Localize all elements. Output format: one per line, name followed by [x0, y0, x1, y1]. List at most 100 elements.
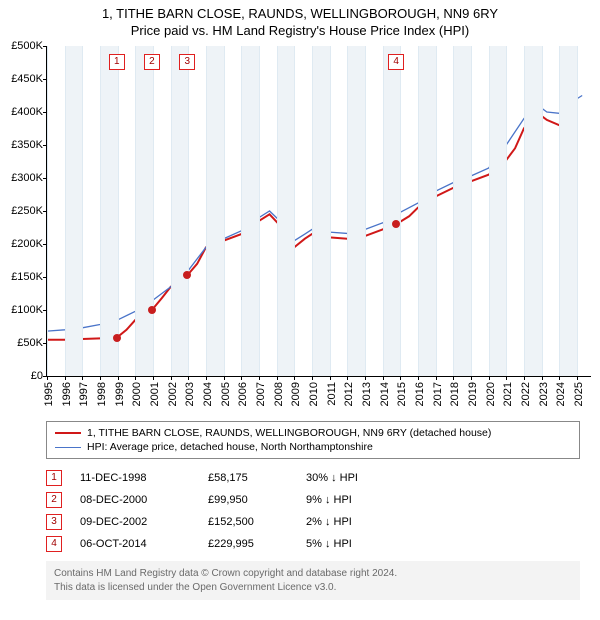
x-label: 2012	[343, 382, 355, 406]
x-tick	[330, 376, 331, 380]
legend: 1, TITHE BARN CLOSE, RAUNDS, WELLINGBORO…	[46, 421, 580, 459]
x-gridline	[153, 46, 154, 376]
x-tick	[436, 376, 437, 380]
x-label: 2024	[555, 382, 567, 406]
x-tick	[365, 376, 366, 380]
x-tick	[577, 376, 578, 380]
y-tick	[43, 310, 47, 311]
plot-area: 1995199619971998199920002001200220032004…	[46, 46, 591, 377]
x-tick	[418, 376, 419, 380]
sale-price: £99,950	[208, 494, 288, 506]
sale-row: 208-DEC-2000£99,9509% ↓ HPI	[46, 489, 580, 511]
x-tick	[277, 376, 278, 380]
year-band	[135, 46, 153, 376]
x-gridline	[100, 46, 101, 376]
y-tick	[43, 343, 47, 344]
x-label: 1999	[114, 382, 126, 406]
legend-label: HPI: Average price, detached house, Nort…	[87, 441, 373, 453]
footnote-line: Contains HM Land Registry data © Crown c…	[54, 567, 572, 581]
sale-marker: 3	[179, 54, 195, 70]
x-gridline	[224, 46, 225, 376]
y-label: £500K	[11, 40, 43, 52]
x-tick	[524, 376, 525, 380]
year-band	[312, 46, 330, 376]
x-gridline	[524, 46, 525, 376]
y-label: £50K	[17, 337, 43, 349]
x-tick	[153, 376, 154, 380]
sale-marker: 1	[109, 54, 125, 70]
x-label: 2023	[538, 382, 550, 406]
sale-point	[148, 306, 156, 314]
y-tick	[43, 112, 47, 113]
x-label: 1998	[96, 382, 108, 406]
sale-row: 309-DEC-2002£152,5002% ↓ HPI	[46, 511, 580, 533]
x-label: 2020	[485, 382, 497, 406]
sale-row: 111-DEC-1998£58,17530% ↓ HPI	[46, 467, 580, 489]
sale-price: £152,500	[208, 516, 288, 528]
legend-item-price-paid: 1, TITHE BARN CLOSE, RAUNDS, WELLINGBORO…	[55, 426, 571, 440]
sale-date: 08-DEC-2000	[80, 494, 190, 506]
x-tick	[171, 376, 172, 380]
sale-diff: 9% ↓ HPI	[306, 494, 580, 506]
sales-table: 111-DEC-1998£58,17530% ↓ HPI208-DEC-2000…	[46, 467, 580, 555]
x-label: 2007	[255, 382, 267, 406]
x-label: 2010	[308, 382, 320, 406]
y-label: £200K	[11, 238, 43, 250]
legend-item-hpi: HPI: Average price, detached house, Nort…	[55, 440, 571, 454]
y-label: £250K	[11, 205, 43, 217]
x-label: 2019	[467, 382, 479, 406]
x-tick	[206, 376, 207, 380]
x-label: 2011	[326, 382, 338, 406]
x-tick	[294, 376, 295, 380]
x-tick	[453, 376, 454, 380]
chart-area: 1995199619971998199920002001200220032004…	[46, 46, 590, 377]
x-gridline	[400, 46, 401, 376]
x-label: 1997	[78, 382, 90, 406]
x-tick	[383, 376, 384, 380]
x-gridline	[365, 46, 366, 376]
y-tick	[43, 46, 47, 47]
x-label: 2015	[396, 382, 408, 406]
x-gridline	[542, 46, 543, 376]
x-gridline	[294, 46, 295, 376]
y-label: £350K	[11, 139, 43, 151]
x-label: 2005	[220, 382, 232, 406]
x-label: 2017	[432, 382, 444, 406]
year-band	[524, 46, 542, 376]
x-label: 2022	[520, 382, 532, 406]
year-band	[100, 46, 118, 376]
sale-number: 1	[46, 470, 62, 486]
x-gridline	[347, 46, 348, 376]
x-label: 2009	[290, 382, 302, 406]
x-gridline	[330, 46, 331, 376]
sale-row: 406-OCT-2014£229,9955% ↓ HPI	[46, 533, 580, 555]
year-band	[453, 46, 471, 376]
year-band	[347, 46, 365, 376]
x-label: 2018	[449, 382, 461, 406]
footnote: Contains HM Land Registry data © Crown c…	[46, 561, 580, 600]
year-band	[241, 46, 259, 376]
y-tick	[43, 145, 47, 146]
y-tick	[43, 211, 47, 212]
x-label: 2021	[502, 382, 514, 406]
x-label: 2002	[167, 382, 179, 406]
x-gridline	[277, 46, 278, 376]
x-gridline	[436, 46, 437, 376]
year-band	[206, 46, 224, 376]
x-gridline	[506, 46, 507, 376]
x-gridline	[577, 46, 578, 376]
year-band	[277, 46, 295, 376]
x-label: 2001	[149, 382, 161, 406]
sale-point	[392, 220, 400, 228]
x-gridline	[82, 46, 83, 376]
x-tick	[400, 376, 401, 380]
y-label: £300K	[11, 172, 43, 184]
sale-marker: 2	[144, 54, 160, 70]
x-label: 1996	[61, 382, 73, 406]
x-tick	[542, 376, 543, 380]
x-gridline	[471, 46, 472, 376]
year-band	[489, 46, 507, 376]
legend-swatch	[55, 447, 81, 448]
x-label: 2013	[361, 382, 373, 406]
x-tick	[47, 376, 48, 380]
